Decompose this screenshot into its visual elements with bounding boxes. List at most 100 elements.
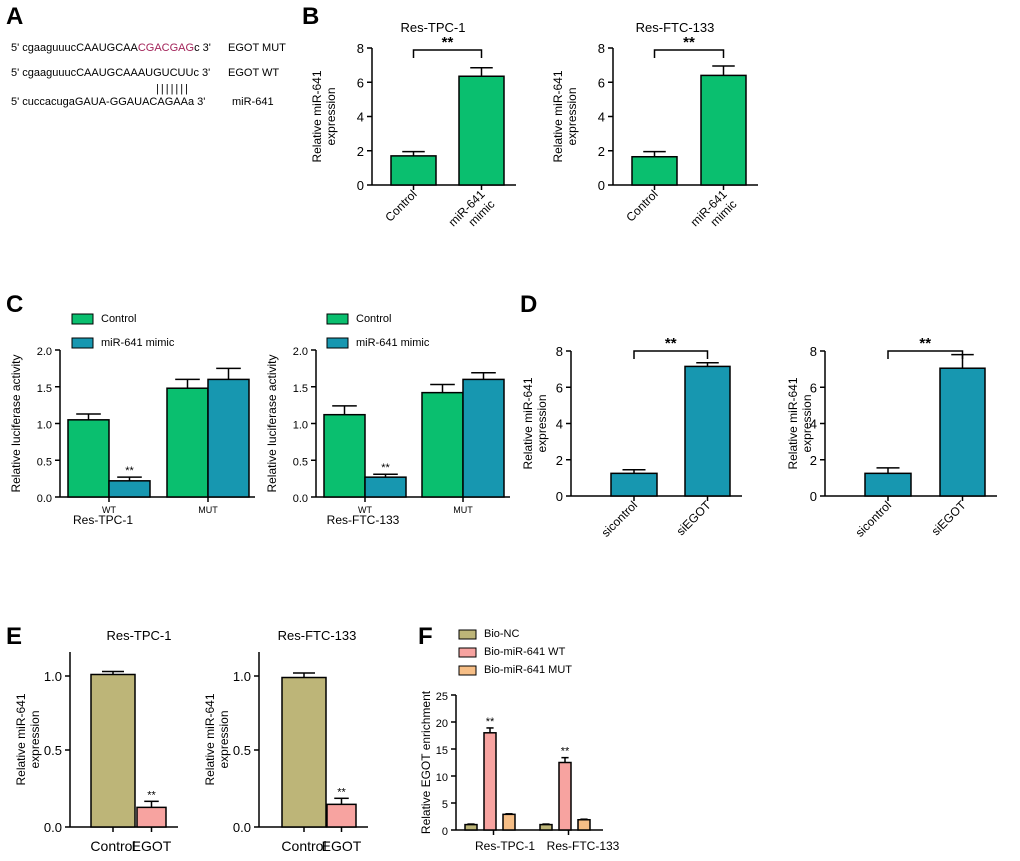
x-axis-label: Res-TPC-1: [73, 513, 133, 527]
legend-swatch-control: [71, 313, 94, 325]
y-tick-label: 1.0: [293, 420, 308, 432]
legend-swatch-bio-mir-641-wt: [458, 647, 477, 658]
y-tick-label: 1.0: [233, 669, 251, 684]
bar-mir-641-mimic-wt: [364, 476, 407, 498]
significance-bracket: [653, 49, 725, 58]
x-tick-label: sicontrol: [599, 498, 640, 539]
legend-label-bio-nc: Bio-NC: [484, 628, 520, 640]
y-tick-label: 0.5: [37, 456, 52, 468]
y-tick-label: 6: [810, 380, 817, 395]
y-tick-label: 0.5: [293, 456, 308, 468]
chart-title: Res-FTC-133: [636, 20, 715, 35]
y-tick-label: 6: [598, 75, 605, 90]
y-tick-label: 0.0: [44, 820, 62, 835]
significance-bracket: [412, 49, 483, 58]
x-tick-label: miR-641mimic: [446, 187, 498, 239]
x-tick-label-line: sicontrol: [853, 498, 894, 539]
x-tick-label: siEGOT: [674, 498, 715, 539]
y-tick-label: 8: [598, 41, 605, 56]
x-tick-label: MUT: [453, 505, 473, 515]
y-axis-label-line: Relative miR-641: [551, 70, 565, 162]
bar-control: [90, 673, 136, 828]
y-tick-label: 8: [556, 344, 563, 359]
y-tick-label: 0: [810, 489, 817, 504]
y-tick-label: 8: [810, 344, 817, 359]
bar-control-wt: [323, 413, 366, 498]
y-tick-label: 2: [357, 144, 364, 159]
legend-swatch-mir-641-mimic: [71, 337, 94, 349]
bar-egot: [326, 803, 357, 828]
y-axis-label-line: Relative luciferase activity: [9, 354, 23, 492]
significance-marker: **: [381, 462, 390, 474]
y-axis-label-line: expression: [324, 87, 338, 145]
panel-letter-f: F: [418, 623, 433, 650]
y-tick-label: 15: [436, 745, 448, 757]
x-tick-label: miR-641mimic: [688, 187, 740, 239]
legend-c2: Control miR-641 mimic: [326, 313, 430, 349]
chart-title: Res-TPC-1: [400, 20, 465, 35]
seq-egot-wt: 5' cgaaguuucCAAUGCAAAUGUCUUc 3': [11, 67, 210, 79]
seq-label-mir-641: miR-641: [232, 96, 274, 108]
y-tick-label: 2: [556, 453, 563, 468]
seq-mir-641: 5' cuccacugaGAUA-GGAUACAGAAa 3': [11, 96, 205, 108]
y-tick-label: 0.0: [293, 493, 308, 505]
significance-marker: **: [683, 34, 695, 51]
legend-swatch-mir-641-mimic: [326, 337, 349, 349]
bar-sicontrol: [610, 472, 658, 497]
significance-marker: **: [147, 789, 156, 801]
significance-bracket: [633, 350, 709, 359]
x-tick-label: Control: [281, 838, 326, 854]
panel-letter-b: B: [302, 3, 319, 30]
legend-label-control: Control: [356, 313, 391, 325]
bar-mir-641-mimic-wt: [108, 480, 151, 498]
panel-letter-a: A: [6, 3, 23, 30]
significance-marker: **: [561, 746, 570, 758]
x-tick-label: siEGOT: [929, 498, 970, 539]
x-axis-label: Res-FTC-133: [327, 513, 400, 527]
legend-label-mir-641-mimic: miR-641 mimic: [356, 337, 430, 349]
significance-marker: **: [125, 465, 134, 477]
y-tick-label: 5: [442, 799, 448, 811]
y-tick-label: 2.0: [37, 346, 52, 358]
bar-mir-641-mimic-mut: [207, 378, 250, 498]
x-tick-label: Res-FTC-133: [547, 839, 620, 853]
bar-mir-641-mimic-mut: [462, 378, 505, 498]
y-tick-label: 0.0: [233, 820, 251, 835]
x-tick-label-line: sicontrol: [599, 498, 640, 539]
y-axis-label: Relative miR-641expression: [203, 693, 231, 785]
y-axis-label-line: expression: [800, 394, 814, 452]
y-tick-label: 2: [598, 144, 605, 159]
y-axis-label: Relative miR-641expression: [786, 377, 814, 469]
y-axis-label: Relative luciferase activity: [9, 354, 23, 492]
seq-egot-mut-highlight: CGACGAG: [138, 42, 194, 54]
y-axis-label-line: Relative miR-641: [14, 693, 28, 785]
y-tick-label: 4: [810, 417, 817, 432]
x-tick-label-line: siEGOT: [929, 498, 970, 539]
y-tick-label: 1.0: [37, 420, 52, 432]
bar-bio-mir-641-wt-res-ftc-133: [558, 761, 572, 831]
y-axis-label-line: expression: [535, 394, 549, 452]
chart-c1: 0.0 0.5 1.0 1.5 2.0 Relative luciferase activ…: [9, 346, 255, 527]
legend-label-control: Control: [101, 313, 136, 325]
chart-b2: 0 2 4 6 8 Relative miR-641expression Res-FTC-1…: [551, 20, 758, 239]
y-tick-label: 0: [556, 489, 563, 504]
y-axis-label-line: Relative luciferase activity: [265, 354, 279, 492]
y-axis-label: Relative miR-641expression: [310, 70, 338, 162]
y-tick-label: 0.5: [233, 743, 251, 758]
bar-control: [631, 155, 678, 186]
y-axis-label-line: expression: [28, 710, 42, 768]
seq-label-egot-mut: EGOT MUT: [228, 42, 286, 54]
y-axis-label: Relative miR-641expression: [14, 693, 42, 785]
chart-c2: 0.0 0.5 1.0 1.5 2.0 Relative luciferase activ…: [265, 346, 510, 527]
x-tick-label: EGOT: [322, 838, 362, 854]
legend-swatch-control: [326, 313, 349, 325]
bar-bio-mir-641-mut-res-ftc-133: [577, 818, 591, 831]
y-tick-label: 0: [598, 178, 605, 193]
bar-bio-mir-641-mut-res-tpc-1: [502, 813, 516, 831]
x-tick-label: WT: [102, 505, 116, 515]
seq-egot-mut: 5' cgaaguuucCAAUGCAACGACGAGc 3': [11, 42, 211, 54]
